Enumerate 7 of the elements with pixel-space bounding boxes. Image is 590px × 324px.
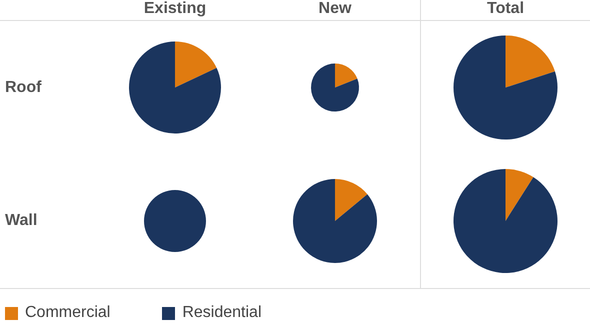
text: Wall [5, 212, 38, 230]
chart-title: Existing [142, 0, 208, 18]
text: Roof [5, 78, 42, 96]
legend-label: Commercial [25, 304, 110, 322]
legend-label: Residential [182, 304, 262, 322]
chart-title: New [318, 0, 352, 18]
chart-title: Total [486, 0, 526, 18]
